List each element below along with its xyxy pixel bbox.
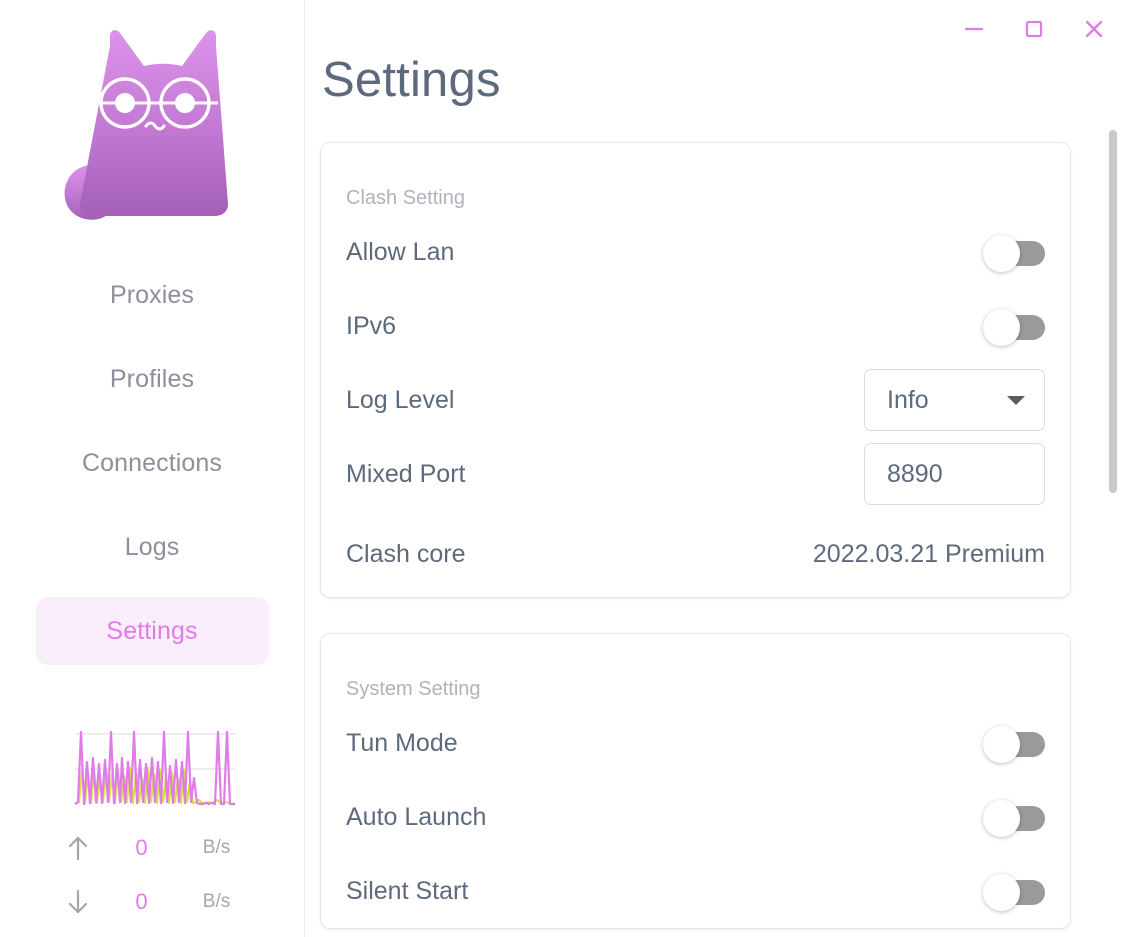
sidebar-item-profiles[interactable]: Profiles xyxy=(36,345,269,413)
scrollbar-track[interactable] xyxy=(1109,130,1117,927)
traffic-sparkline-chart xyxy=(74,730,235,806)
window-controls xyxy=(944,0,1124,58)
close-icon xyxy=(1085,20,1103,38)
sidebar-item-label: Profiles xyxy=(109,364,195,393)
setting-label: Clash core xyxy=(346,539,466,568)
setting-row-ipv6: IPv6 xyxy=(346,289,1045,363)
system-setting-card: System Setting Tun Mode Auto Launch xyxy=(321,634,1070,928)
mixed-port-input[interactable] xyxy=(864,443,1045,505)
setting-row-silent-start: Silent Start xyxy=(346,854,1045,928)
toggle-knob xyxy=(983,309,1020,346)
app-logo xyxy=(52,18,252,223)
toggle-knob xyxy=(983,800,1020,837)
setting-row-tun-mode: Tun Mode xyxy=(346,706,1045,780)
setting-row-mixed-port: Mixed Port xyxy=(346,437,1045,511)
setting-row-log-level: Log Level Info xyxy=(346,363,1045,437)
sidebar-item-connections[interactable]: Connections xyxy=(36,429,269,497)
setting-label: Auto Launch xyxy=(346,802,487,831)
chevron-down-icon xyxy=(1007,395,1025,405)
clash-core-version: 2022.03.21 Premium xyxy=(812,539,1045,568)
setting-label: Log Level xyxy=(346,385,455,414)
upload-speed-value: 0 xyxy=(135,835,148,860)
toggle-knob xyxy=(983,874,1020,911)
setting-label: Silent Start xyxy=(346,876,469,905)
close-button[interactable] xyxy=(1064,0,1124,58)
tun-mode-toggle[interactable] xyxy=(983,726,1045,763)
setting-label: IPv6 xyxy=(346,311,397,340)
down-arrow-icon xyxy=(61,888,95,916)
sidebar: Proxies Profiles Connections Logs Settin… xyxy=(0,0,305,937)
download-speed-unit: B/s xyxy=(202,891,231,912)
up-arrow-icon xyxy=(61,834,95,862)
sidebar-item-label: Connections xyxy=(81,448,223,477)
sidebar-item-settings[interactable]: Settings xyxy=(35,597,269,665)
sidebar-item-proxies[interactable]: Proxies xyxy=(36,261,269,329)
maximize-button[interactable] xyxy=(1004,0,1064,58)
auto-launch-toggle[interactable] xyxy=(983,800,1045,837)
sidebar-item-label: Logs xyxy=(124,532,180,561)
minimize-icon xyxy=(964,27,984,31)
log-level-value: Info xyxy=(887,385,929,414)
clash-cat-logo-icon xyxy=(64,30,228,220)
sidebar-nav: Proxies Profiles Connections Logs Settin… xyxy=(0,261,304,681)
scrollbar-thumb[interactable] xyxy=(1109,130,1117,493)
allow-lan-toggle[interactable] xyxy=(983,235,1045,272)
traffic-upload-row: 0 B/s xyxy=(53,821,253,875)
silent-start-toggle[interactable] xyxy=(983,874,1045,911)
minimize-button[interactable] xyxy=(944,0,1004,58)
toggle-knob xyxy=(983,235,1020,272)
traffic-widget: 0 B/s 0 B/s xyxy=(0,716,305,929)
setting-label: Tun Mode xyxy=(346,728,458,757)
toggle-knob xyxy=(983,726,1020,763)
setting-row-allow-lan: Allow Lan xyxy=(346,215,1045,289)
clash-setting-card: Clash Setting Allow Lan IPv6 xyxy=(321,143,1070,597)
setting-row-clash-core: Clash core 2022.03.21 Premium xyxy=(346,511,1045,597)
upload-speed-unit: B/s xyxy=(202,837,231,858)
maximize-icon xyxy=(1025,20,1043,38)
setting-label: Mixed Port xyxy=(346,459,466,488)
sidebar-item-logs[interactable]: Logs xyxy=(36,513,269,581)
setting-label: Allow Lan xyxy=(346,237,455,266)
ipv6-toggle[interactable] xyxy=(983,309,1045,346)
page-title: Settings xyxy=(322,53,501,107)
download-speed-value: 0 xyxy=(135,889,148,914)
sidebar-item-label: Settings xyxy=(106,616,198,645)
sidebar-item-label: Proxies xyxy=(109,280,195,309)
section-label-system-setting: System Setting xyxy=(346,678,481,700)
setting-row-auto-launch: Auto Launch xyxy=(346,780,1045,854)
log-level-select[interactable]: Info xyxy=(864,369,1045,431)
settings-scroll-area[interactable]: Clash Setting Allow Lan IPv6 xyxy=(305,130,1124,937)
traffic-download-row: 0 B/s xyxy=(53,875,253,929)
section-label-clash-setting: Clash Setting xyxy=(346,187,465,209)
main-content: Settings Clash Setting Allow Lan IPv6 xyxy=(305,0,1124,937)
